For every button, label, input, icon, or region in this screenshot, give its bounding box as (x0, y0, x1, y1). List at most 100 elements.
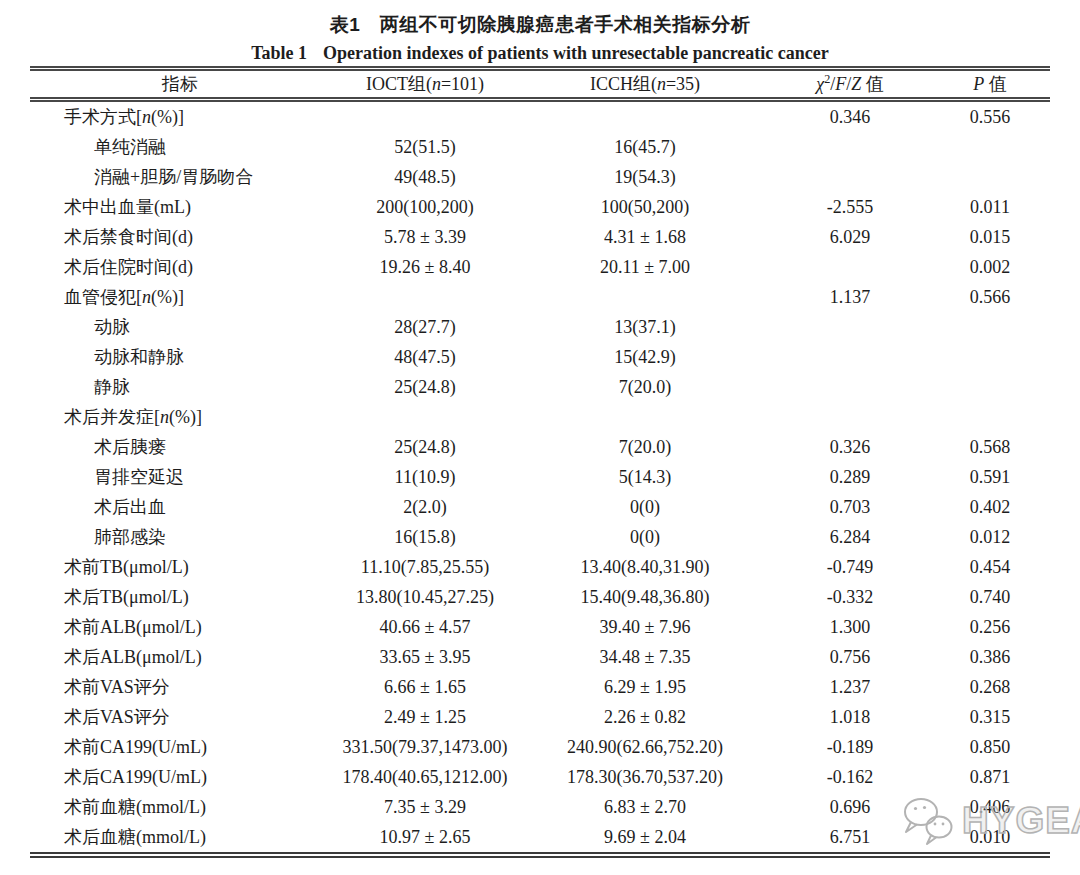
ioct-value-cell: 16(15.8) (330, 527, 520, 548)
table-row: 消融+胆肠/胃肠吻合 49(48.5) 19(54.3) (30, 162, 1050, 192)
table-row: 术后出血 2(2.0) 0(0) 0.703 0.402 (30, 492, 1050, 522)
statistic-value-cell: 1.018 (770, 707, 930, 728)
row-label-cell: 术前TB(μmol/L) (30, 555, 330, 579)
row-label-cell: 术前ALB(μmol/L) (30, 615, 330, 639)
icch-value-cell: 240.90(62.66,752.20) (520, 737, 770, 758)
ioct-value-cell: 28(27.7) (330, 317, 520, 338)
ioct-value-cell: 13.80(10.45,27.25) (330, 587, 520, 608)
table-row: 术后血糖(mmol/L) 10.97 ± 2.65 9.69 ± 2.04 6.… (30, 822, 1050, 852)
table-row: 术前CA199(U/mL) 331.50(79.37,1473.00) 240.… (30, 732, 1050, 762)
rows-container: 手术方式[n(%)] 0.346 0.556 单纯消融 52(51.5) 16(… (30, 102, 1050, 852)
icch-value-cell: 6.29 ± 1.95 (520, 677, 770, 698)
table-row: 术前ALB(μmol/L) 40.66 ± 4.57 39.40 ± 7.96 … (30, 612, 1050, 642)
icch-value-cell: 13(37.1) (520, 317, 770, 338)
ioct-value-cell: 11.10(7.85,25.55) (330, 557, 520, 578)
icch-value-cell: 39.40 ± 7.96 (520, 617, 770, 638)
row-label-cell: 术前CA199(U/mL) (30, 735, 330, 759)
icch-value-cell: 7(20.0) (520, 437, 770, 458)
statistic-value-cell: -0.332 (770, 587, 930, 608)
pvalue-cell: 0.386 (930, 647, 1050, 668)
table-caption: Operation indexes of patients with unres… (323, 43, 829, 63)
ioct-value-cell: 19.26 ± 8.40 (330, 257, 520, 278)
table-row: 术前VAS评分 6.66 ± 1.65 6.29 ± 1.95 1.237 0.… (30, 672, 1050, 702)
table-row: 术后胰瘘 25(24.8) 7(20.0) 0.326 0.568 (30, 432, 1050, 462)
table-row: 肺部感染 16(15.8) 0(0) 6.284 0.012 (30, 522, 1050, 552)
row-label-cell: 肺部感染 (30, 525, 330, 549)
pvalue-cell: 0.012 (930, 527, 1050, 548)
statistic-value-cell: -0.162 (770, 767, 930, 788)
row-label-cell: 胃排空延迟 (30, 465, 330, 489)
ioct-value-cell: 5.78 ± 3.39 (330, 227, 520, 248)
statistic-value-cell: 0.696 (770, 797, 930, 818)
table-row: 动脉 28(27.7) 13(37.1) (30, 312, 1050, 342)
row-label-cell: 单纯消融 (30, 135, 330, 159)
ioct-value-cell: 10.97 ± 2.65 (330, 827, 520, 848)
statistic-value-cell: 0.326 (770, 437, 930, 458)
table-row: 术后住院时间(d) 19.26 ± 8.40 20.11 ± 7.00 0.00… (30, 252, 1050, 282)
table-row: 术前血糖(mmol/L) 7.35 ± 3.29 6.83 ± 2.70 0.6… (30, 792, 1050, 822)
pvalue-cell: 0.268 (930, 677, 1050, 698)
ioct-value-cell: 200(100,200) (330, 197, 520, 218)
icch-value-cell: 7(20.0) (520, 377, 770, 398)
statistic-value-cell: -0.189 (770, 737, 930, 758)
icch-value-cell: 34.48 ± 7.35 (520, 647, 770, 668)
statistic-value-cell: 0.703 (770, 497, 930, 518)
row-label-cell: 术中出血量(mL) (30, 195, 330, 219)
row-label-cell: 术后VAS评分 (30, 705, 330, 729)
header-cell-ioct-group: IOCT组(n=101) (330, 72, 520, 96)
row-label-cell: 静脉 (30, 375, 330, 399)
icch-value-cell: 16(45.7) (520, 137, 770, 158)
row-label-cell: 术后住院时间(d) (30, 255, 330, 279)
icch-value-cell: 100(50,200) (520, 197, 770, 218)
row-label-cell: 术前VAS评分 (30, 675, 330, 699)
pvalue-cell: 0.566 (930, 287, 1050, 308)
icch-value-cell: 19(54.3) (520, 167, 770, 188)
pvalue-cell: 0.556 (930, 107, 1050, 128)
row-label-cell: 术后出血 (30, 495, 330, 519)
table-title-english: Table 1 Operation indexes of patients wit… (0, 40, 1080, 66)
table-row: 术中出血量(mL) 200(100,200) 100(50,200) -2.55… (30, 192, 1050, 222)
row-label-cell: 术后血糖(mmol/L) (30, 825, 330, 849)
statistic-value-cell: 1.137 (770, 287, 930, 308)
icch-value-cell: 15(42.9) (520, 347, 770, 368)
pvalue-cell: 0.871 (930, 767, 1050, 788)
table-row: 血管侵犯[n(%)] 1.137 0.566 (30, 282, 1050, 312)
pvalue-cell: 0.002 (930, 257, 1050, 278)
icch-value-cell: 5(14.3) (520, 467, 770, 488)
ioct-value-cell: 6.66 ± 1.65 (330, 677, 520, 698)
row-label-cell: 术后ALB(μmol/L) (30, 645, 330, 669)
statistic-value-cell: 0.756 (770, 647, 930, 668)
header-cell-statistic: χ2/F/Z 值 (770, 72, 930, 96)
pvalue-cell: 0.740 (930, 587, 1050, 608)
statistic-value-cell: 6.029 (770, 227, 930, 248)
table-row: 术后TB(μmol/L) 13.80(10.45,27.25) 15.40(9.… (30, 582, 1050, 612)
icch-value-cell: 13.40(8.40,31.90) (520, 557, 770, 578)
ioct-value-cell: 7.35 ± 3.29 (330, 797, 520, 818)
ioct-value-cell: 331.50(79.37,1473.00) (330, 737, 520, 758)
table-row: 静脉 25(24.8) 7(20.0) (30, 372, 1050, 402)
pvalue-cell: 0.850 (930, 737, 1050, 758)
icch-value-cell: 0(0) (520, 497, 770, 518)
header-cell-pvalue: P 值 (930, 72, 1050, 96)
table-row: 术后并发症[n(%)] (30, 402, 1050, 432)
table-number: Table 1 (251, 43, 307, 63)
ioct-value-cell: 2(2.0) (330, 497, 520, 518)
page: 表1 两组不可切除胰腺癌患者手术相关指标分析 Table 1Operation … (0, 0, 1080, 875)
statistic-value-cell: 1.237 (770, 677, 930, 698)
icch-value-cell: 178.30(36.70,537.20) (520, 767, 770, 788)
icch-value-cell: 6.83 ± 2.70 (520, 797, 770, 818)
statistic-value-cell: 0.346 (770, 107, 930, 128)
row-label-cell: 手术方式[n(%)] (30, 105, 330, 129)
statistic-value-cell: 6.751 (770, 827, 930, 848)
table-row: 胃排空延迟 11(10.9) 5(14.3) 0.289 0.591 (30, 462, 1050, 492)
row-label-cell: 术后CA199(U/mL) (30, 765, 330, 789)
statistic-value-cell: 0.289 (770, 467, 930, 488)
row-label-cell: 动脉和静脉 (30, 345, 330, 369)
icch-value-cell: 20.11 ± 7.00 (520, 257, 770, 278)
ioct-value-cell: 48(47.5) (330, 347, 520, 368)
statistic-value-cell: -0.749 (770, 557, 930, 578)
statistic-value-cell: 1.300 (770, 617, 930, 638)
table-row: 术后禁食时间(d) 5.78 ± 3.39 4.31 ± 1.68 6.029 … (30, 222, 1050, 252)
table-row: 术后CA199(U/mL) 178.40(40.65,1212.00) 178.… (30, 762, 1050, 792)
pvalue-cell: 0.591 (930, 467, 1050, 488)
